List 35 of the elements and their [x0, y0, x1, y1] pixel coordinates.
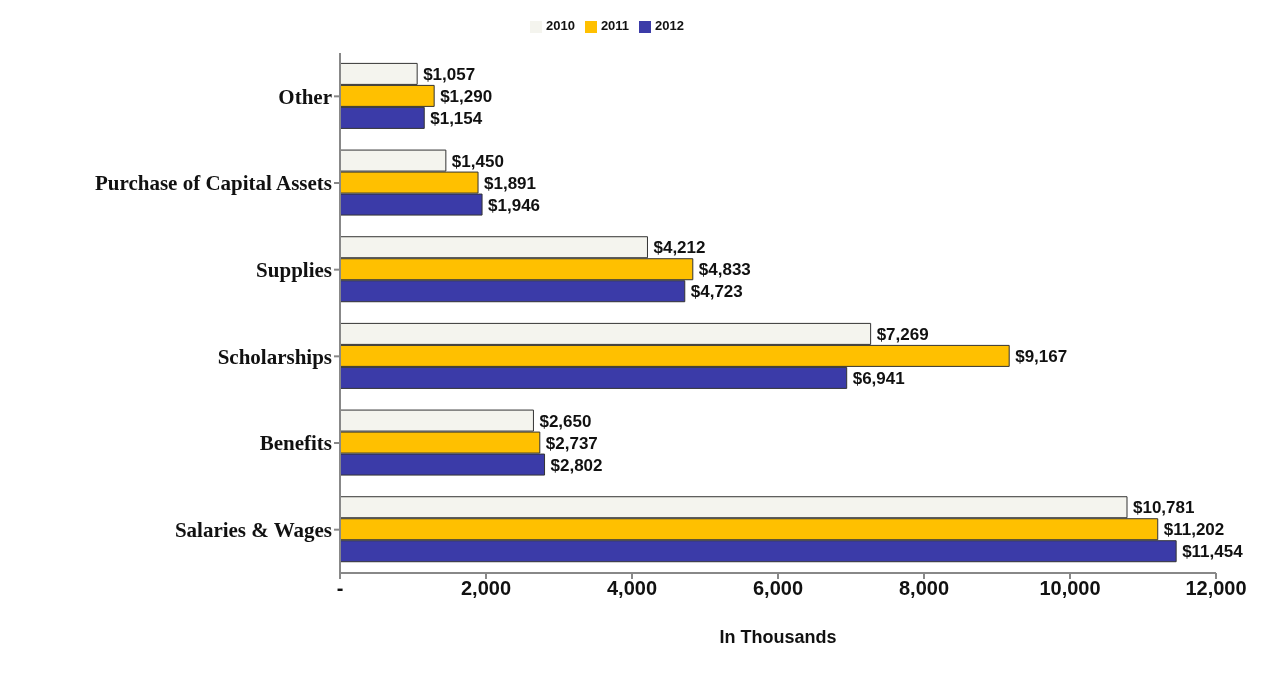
- x-axis-title: In Thousands: [719, 627, 837, 647]
- data-label: $1,450: [451, 151, 504, 171]
- data-label: $11,202: [1163, 520, 1225, 540]
- data-label: $1,057: [423, 64, 476, 84]
- legend-label: 2010: [545, 18, 575, 33]
- y-tick-label: Salaries & Wages: [174, 518, 332, 543]
- data-label: $10,781: [1133, 498, 1195, 518]
- data-label: $9,167: [1015, 346, 1068, 366]
- x-tick-label: 12,000: [1185, 577, 1247, 600]
- data-label: $6,941: [852, 368, 905, 388]
- x-tick-label: 2,000: [460, 577, 512, 600]
- x-tick-label: -: [336, 577, 344, 600]
- legend-label: 2012: [655, 18, 685, 33]
- data-label: $2,802: [550, 455, 603, 475]
- legend-label: 2011: [600, 18, 630, 33]
- data-label: $1,891: [484, 173, 537, 193]
- x-tick-label: 4,000: [606, 577, 658, 600]
- data-label: $1,946: [488, 195, 541, 215]
- y-tick-label: Other: [278, 84, 332, 109]
- y-tick-label: Purchase of Capital Assets: [94, 171, 332, 196]
- x-tick-label: 8,000: [898, 577, 950, 600]
- data-label: $7,269: [876, 324, 929, 344]
- data-label: $4,833: [698, 260, 751, 280]
- x-tick-label: 10,000: [1039, 577, 1101, 600]
- data-label: $1,154: [430, 108, 483, 128]
- data-label: $11,454: [1182, 542, 1244, 562]
- data-label: $2,650: [539, 411, 592, 431]
- data-label: $4,723: [690, 282, 743, 302]
- y-tick-label: Scholarships: [217, 344, 332, 369]
- data-label: $1,290: [440, 86, 493, 106]
- y-tick-label: Benefits: [259, 431, 332, 456]
- x-tick-label: 6,000: [752, 577, 804, 600]
- data-label: $2,737: [545, 433, 598, 453]
- y-tick-label: Supplies: [256, 258, 332, 283]
- data-label: $4,212: [653, 238, 706, 258]
